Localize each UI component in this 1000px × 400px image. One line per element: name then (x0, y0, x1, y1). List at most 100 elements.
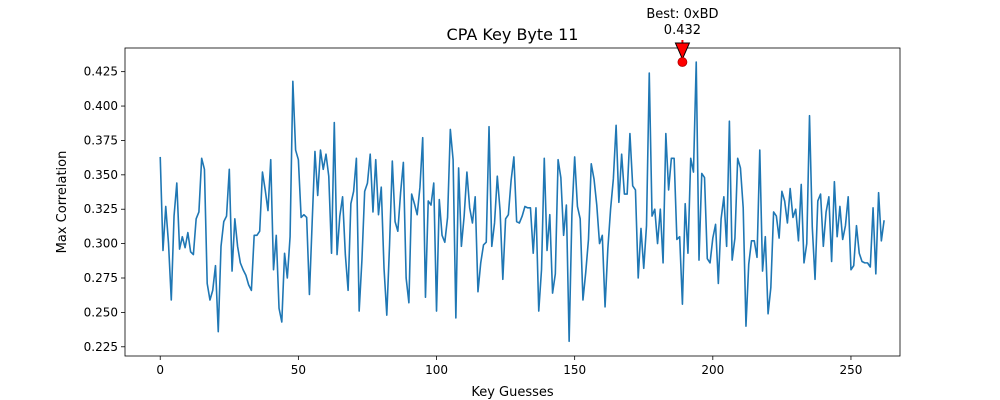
data-point (168, 243, 170, 245)
data-point (187, 232, 189, 234)
data-point (850, 269, 852, 271)
data-point (491, 246, 493, 248)
data-point (345, 254, 347, 256)
data-point (474, 196, 476, 198)
data-point (693, 171, 695, 173)
data-point (375, 159, 377, 161)
data-point (585, 272, 587, 274)
data-point (621, 153, 623, 155)
data-point (834, 181, 836, 183)
data-point (389, 244, 391, 246)
data-point (532, 252, 534, 254)
data-point (447, 217, 449, 219)
data-point (654, 208, 656, 210)
data-point (751, 240, 753, 242)
data-point (629, 133, 631, 135)
data-point (624, 193, 626, 195)
data-point (803, 262, 805, 264)
data-point (287, 277, 289, 279)
data-point (568, 340, 570, 342)
data-point (831, 261, 833, 263)
data-point (687, 252, 689, 254)
data-point (281, 321, 283, 323)
data-point (226, 215, 228, 217)
data-point (842, 239, 844, 241)
data-point (648, 72, 650, 74)
y-tick-label: 0.425 (84, 65, 118, 79)
y-tick-label: 0.225 (84, 340, 118, 354)
data-point (806, 243, 808, 245)
x-tick-label: 100 (425, 363, 448, 377)
data-point (251, 290, 253, 292)
data-point (259, 230, 261, 232)
y-tick-label: 0.325 (84, 202, 118, 216)
data-point (378, 214, 380, 216)
data-point (673, 158, 675, 160)
data-point (726, 246, 728, 248)
data-point (557, 159, 559, 161)
data-point (762, 270, 764, 272)
data-point (190, 251, 192, 253)
data-point (430, 204, 432, 206)
data-point (543, 158, 545, 160)
data-point (527, 207, 529, 209)
data-point (405, 277, 407, 279)
data-point (165, 206, 167, 208)
data-point (356, 158, 358, 160)
data-point (883, 219, 885, 221)
data-point (386, 314, 388, 316)
data-point (353, 191, 355, 193)
data-point (513, 156, 515, 158)
data-point (745, 325, 747, 327)
data-point (400, 192, 402, 194)
series-line (159, 61, 885, 343)
x-tick-label: 200 (701, 363, 724, 377)
data-point (555, 273, 557, 275)
data-point (613, 178, 615, 180)
data-point (245, 274, 247, 276)
data-point (549, 214, 551, 216)
data-point (472, 222, 474, 224)
data-point (502, 279, 504, 281)
data-point (684, 203, 686, 205)
data-point (408, 302, 410, 304)
data-point (607, 248, 609, 250)
data-point (450, 129, 452, 131)
data-point (444, 241, 446, 243)
data-point (452, 159, 454, 161)
data-point (604, 306, 606, 308)
x-tick-label: 150 (563, 363, 586, 377)
data-point (795, 208, 797, 210)
annotation-arrowhead (674, 42, 691, 61)
data-point (179, 248, 181, 250)
data-point (668, 189, 670, 191)
y-tick-label: 0.300 (84, 237, 118, 251)
data-point (546, 250, 548, 252)
data-point (729, 120, 731, 122)
data-point (787, 222, 789, 224)
y-tick-label: 0.375 (84, 133, 118, 147)
data-point (563, 235, 565, 237)
data-point (195, 218, 197, 220)
data-point (756, 257, 758, 259)
data-point (339, 215, 341, 217)
data-point (635, 189, 637, 191)
data-point (497, 175, 499, 177)
data-point (237, 246, 239, 248)
data-point (416, 214, 418, 216)
data-point (267, 210, 269, 212)
y-tick-label: 0.350 (84, 168, 118, 182)
data-point (455, 317, 457, 319)
data-point (392, 160, 394, 162)
data-point (505, 218, 507, 220)
data-point (753, 240, 755, 242)
data-point (182, 236, 184, 238)
data-point (734, 237, 736, 239)
data-point (679, 236, 681, 238)
data-point (740, 167, 742, 169)
data-point (173, 215, 175, 217)
data-point (215, 265, 217, 267)
data-point (579, 218, 581, 220)
data-point (571, 214, 573, 216)
